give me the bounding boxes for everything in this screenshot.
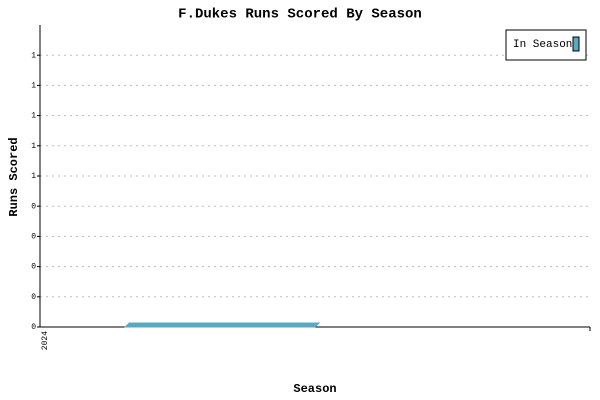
y-tick-label: 1	[31, 51, 36, 60]
y-tick-label: 1	[31, 82, 36, 91]
y-tick-label: 0	[31, 323, 36, 332]
y-axis-label: Runs Scored	[7, 137, 21, 216]
y-tick-label: 1	[31, 142, 36, 151]
y-tick-label: 0	[31, 293, 36, 302]
y-tick-label: 0	[31, 202, 36, 211]
bar	[124, 322, 321, 328]
legend-swatch	[572, 36, 580, 52]
legend-label: In Season	[513, 39, 572, 51]
y-tick-label: 1	[31, 172, 36, 181]
x-axis-label: Season	[293, 382, 336, 396]
y-tick-label: 0	[31, 263, 36, 272]
chart-title: F.Dukes Runs Scored By Season	[178, 7, 422, 23]
y-tick-label: 1	[31, 112, 36, 121]
y-tick-label: 0	[31, 233, 36, 242]
x-tick-label: 2024	[41, 331, 50, 350]
